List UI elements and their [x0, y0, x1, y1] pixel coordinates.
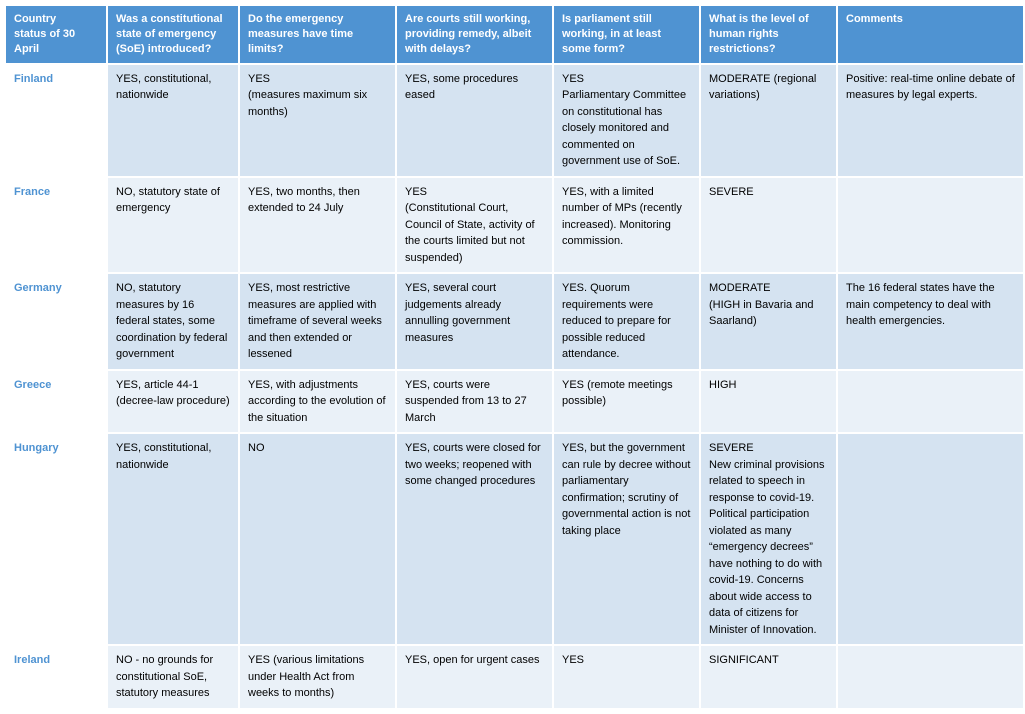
cell-timelimits: YES (various limitations under Health Ac…: [240, 646, 395, 708]
cell-comments: [838, 371, 1023, 433]
cell-parliament: YES Parliamentary Committee on constitut…: [554, 65, 699, 176]
cell-soe: NO, statutory measures by 16 federal sta…: [108, 274, 238, 369]
country-cell: Finland: [6, 65, 106, 176]
cell-restrictions: SEVERE: [701, 178, 836, 273]
table-row: IrelandNO - no grounds for constitutiona…: [6, 646, 1023, 708]
cell-timelimits: YES, with adjustments according to the e…: [240, 371, 395, 433]
column-header-6: Comments: [838, 6, 1023, 63]
table-header-row: Country status of 30 AprilWas a constitu…: [6, 6, 1023, 63]
cell-courts: YES (Constitutional Court, Council of St…: [397, 178, 552, 273]
column-header-2: Do the emergency measures have time limi…: [240, 6, 395, 63]
cell-courts: YES, several court judgements already an…: [397, 274, 552, 369]
cell-comments: [838, 178, 1023, 273]
country-cell: Germany: [6, 274, 106, 369]
table-row: FranceNO, statutory state of emergencyYE…: [6, 178, 1023, 273]
table-row: HungaryYES, constitutional, nationwideNO…: [6, 434, 1023, 644]
cell-parliament: YES, but the government can rule by decr…: [554, 434, 699, 644]
cell-timelimits: YES, most restrictive measures are appli…: [240, 274, 395, 369]
cell-comments: [838, 434, 1023, 644]
cell-soe: NO - no grounds for constitutional SoE, …: [108, 646, 238, 708]
column-header-3: Are courts still working, providing reme…: [397, 6, 552, 63]
country-cell: Greece: [6, 371, 106, 433]
column-header-5: What is the level of human rights restri…: [701, 6, 836, 63]
cell-courts: YES, open for urgent cases: [397, 646, 552, 708]
country-cell: Hungary: [6, 434, 106, 644]
cell-timelimits: NO: [240, 434, 395, 644]
column-header-4: Is parliament still working, in at least…: [554, 6, 699, 63]
cell-parliament: YES, with a limited number of MPs (recen…: [554, 178, 699, 273]
cell-restrictions: MODERATE (HIGH in Bavaria and Saarland): [701, 274, 836, 369]
table-row: FinlandYES, constitutional, nationwideYE…: [6, 65, 1023, 176]
cell-soe: YES, constitutional, nationwide: [108, 65, 238, 176]
cell-comments: Positive: real-time online debate of mea…: [838, 65, 1023, 176]
column-header-1: Was a constitutional state of emergency …: [108, 6, 238, 63]
cell-parliament: YES: [554, 646, 699, 708]
cell-soe: YES, constitutional, nationwide: [108, 434, 238, 644]
cell-timelimits: YES (measures maximum six months): [240, 65, 395, 176]
cell-restrictions: SEVERE New criminal provisions related t…: [701, 434, 836, 644]
cell-comments: The 16 federal states have the main comp…: [838, 274, 1023, 369]
cell-restrictions: SIGNIFICANT: [701, 646, 836, 708]
country-cell: France: [6, 178, 106, 273]
cell-courts: YES, courts were suspended from 13 to 27…: [397, 371, 552, 433]
cell-timelimits: YES, two months, then extended to 24 Jul…: [240, 178, 395, 273]
table-row: GermanyNO, statutory measures by 16 fede…: [6, 274, 1023, 369]
cell-parliament: YES (remote meetings possible): [554, 371, 699, 433]
cell-courts: YES, some procedures eased: [397, 65, 552, 176]
country-cell: Ireland: [6, 646, 106, 708]
column-header-0: Country status of 30 April: [6, 6, 106, 63]
cell-parliament: YES. Quorum requirements were reduced to…: [554, 274, 699, 369]
cell-courts: YES, courts were closed for two weeks; r…: [397, 434, 552, 644]
table-row: GreeceYES, article 44-1 (decree-law proc…: [6, 371, 1023, 433]
cell-comments: [838, 646, 1023, 708]
cell-restrictions: HIGH: [701, 371, 836, 433]
cell-soe: NO, statutory state of emergency: [108, 178, 238, 273]
emergency-measures-table: Country status of 30 AprilWas a constitu…: [4, 4, 1025, 710]
cell-restrictions: MODERATE (regional variations): [701, 65, 836, 176]
cell-soe: YES, article 44-1 (decree-law procedure): [108, 371, 238, 433]
